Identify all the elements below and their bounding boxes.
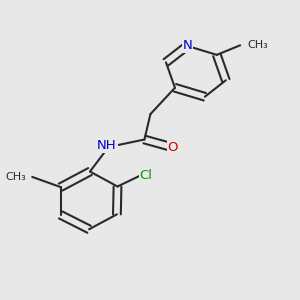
Text: O: O (168, 140, 178, 154)
Text: Cl: Cl (140, 169, 152, 182)
Text: NH: NH (97, 139, 117, 152)
Text: CH₃: CH₃ (5, 172, 26, 182)
Text: N: N (182, 39, 192, 52)
Text: CH₃: CH₃ (248, 40, 268, 50)
